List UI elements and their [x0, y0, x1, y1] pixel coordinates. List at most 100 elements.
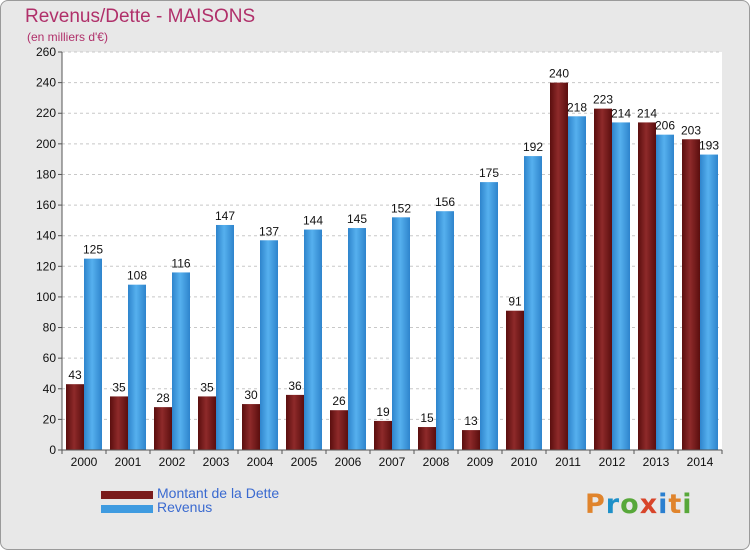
x-tick-label: 2010: [511, 455, 538, 469]
bar-debt: [110, 396, 128, 450]
data-label-revenue: 175: [479, 166, 499, 180]
bar-debt: [66, 384, 84, 450]
data-label-revenue: 218: [567, 100, 587, 114]
data-label-debt: 35: [200, 380, 214, 394]
bar-debt: [682, 139, 700, 450]
bar-debt: [198, 396, 216, 450]
chart-title: Revenus/Dette - MAISONS: [25, 6, 256, 27]
bar-revenue: [348, 228, 366, 450]
y-tick-label: 80: [43, 321, 57, 335]
bar-revenue: [480, 182, 498, 450]
bar-debt: [242, 404, 260, 450]
logo-letter: x: [639, 489, 659, 520]
bar-revenue: [700, 154, 718, 451]
data-label-revenue: 137: [259, 224, 279, 238]
x-tick-label: 2001: [115, 455, 142, 469]
data-label-debt: 19: [376, 405, 390, 419]
data-label-debt: 240: [549, 67, 569, 81]
y-tick-label: 260: [36, 45, 56, 59]
y-tick-label: 200: [36, 137, 56, 151]
chart-subtitle: (en milliers d'€): [27, 30, 108, 44]
bar-revenue: [392, 217, 410, 450]
bar-debt: [638, 122, 656, 451]
legend-label-revenue: Revenus: [157, 499, 213, 515]
data-label-debt: 43: [68, 368, 82, 382]
y-tick-label: 100: [36, 290, 56, 304]
x-tick-label: 2011: [555, 455, 581, 469]
y-tick-label: 140: [36, 229, 56, 243]
logo-letter: P: [585, 489, 606, 520]
logo-letter: o: [620, 489, 640, 520]
bar-debt: [594, 108, 612, 450]
legend-swatch-revenue: [101, 505, 153, 513]
bar-debt: [330, 410, 348, 450]
data-label-debt: 223: [593, 93, 613, 107]
bar-debt: [550, 82, 568, 450]
logo-letter: r: [605, 489, 621, 520]
data-label-debt: 36: [288, 379, 302, 393]
data-label-debt: 13: [464, 414, 478, 428]
y-tick-label: 60: [43, 351, 57, 365]
bar-revenue: [84, 258, 102, 450]
bar-revenue: [304, 229, 322, 450]
x-tick-label: 2008: [423, 455, 450, 469]
data-label-debt: 30: [244, 388, 258, 402]
bar-revenue: [656, 134, 674, 450]
data-label-revenue: 193: [699, 139, 719, 153]
x-tick-label: 2002: [159, 455, 186, 469]
x-tick-label: 2009: [467, 455, 494, 469]
data-label-debt: 203: [681, 123, 701, 137]
y-tick-label: 220: [36, 106, 56, 120]
x-tick-label: 2006: [335, 455, 362, 469]
x-tick-label: 2007: [379, 455, 406, 469]
data-label-revenue: 214: [611, 106, 631, 120]
bar-debt: [154, 407, 172, 450]
data-label-revenue: 125: [83, 243, 103, 257]
x-tick-label: 2004: [247, 455, 274, 469]
x-tick-label: 2012: [599, 455, 626, 469]
data-label-debt: 15: [420, 411, 434, 425]
data-label-revenue: 206: [655, 119, 675, 133]
y-tick-label: 160: [36, 198, 56, 212]
bar-debt: [506, 310, 524, 450]
bar-debt: [286, 394, 304, 450]
bar-debt: [462, 430, 480, 450]
proxiti-logo: Proxiti: [585, 489, 693, 520]
x-tick-label: 2014: [687, 455, 714, 469]
x-tick-label: 2000: [71, 455, 98, 469]
logo-letter: i: [658, 489, 669, 520]
data-label-debt: 26: [332, 394, 346, 408]
y-tick-label: 180: [36, 167, 56, 181]
legend-swatch-debt: [101, 491, 153, 499]
bar-revenue: [216, 224, 234, 450]
bar-revenue: [436, 211, 454, 450]
data-label-revenue: 156: [435, 195, 455, 209]
y-tick-label: 20: [43, 412, 57, 426]
bar-revenue: [568, 116, 586, 451]
data-label-debt: 214: [637, 106, 657, 120]
legend-label-debt: Montant de la Dette: [157, 485, 280, 501]
logo-letter: t: [668, 489, 683, 520]
y-tick-label: 0: [49, 443, 56, 457]
data-label-revenue: 116: [171, 256, 190, 270]
bar-revenue: [260, 240, 278, 450]
logo-letter: i: [682, 489, 693, 520]
y-tick-label: 120: [36, 259, 56, 273]
data-label-revenue: 147: [215, 209, 235, 223]
data-label-revenue: 145: [347, 212, 367, 226]
y-tick-label: 40: [43, 382, 57, 396]
data-label-revenue: 192: [523, 140, 543, 154]
bar-revenue: [612, 122, 630, 451]
y-tick-label: 240: [36, 76, 56, 90]
data-label-revenue: 152: [391, 201, 411, 215]
data-label-revenue: 144: [303, 214, 323, 228]
bar-revenue: [128, 284, 146, 450]
bar-debt: [418, 427, 436, 450]
bar-debt: [374, 420, 392, 450]
x-tick-label: 2003: [203, 455, 230, 469]
data-label-debt: 91: [508, 295, 522, 309]
bar-revenue: [524, 156, 542, 451]
x-tick-label: 2013: [643, 455, 670, 469]
